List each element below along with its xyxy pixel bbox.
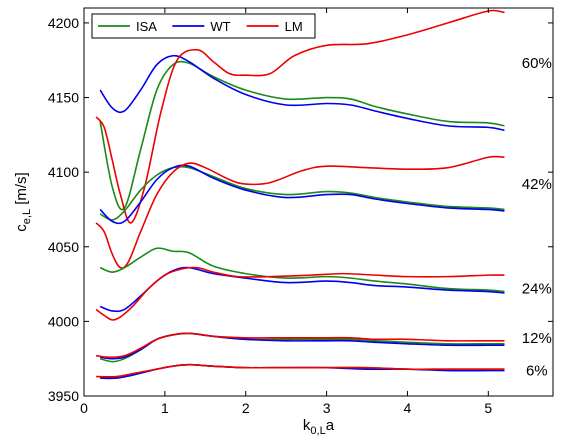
x-axis-label-base: k bbox=[303, 417, 311, 434]
y-axis-label-suffix: [m/s] bbox=[13, 172, 30, 209]
y-tick-label: 3950 bbox=[48, 388, 79, 404]
x-axis-label-suffix: a bbox=[326, 417, 335, 434]
x-tick-label: 4 bbox=[404, 400, 412, 416]
curve-group-24pct bbox=[95, 247, 505, 321]
x-tick-label: 5 bbox=[484, 400, 492, 416]
ticks-layer: 0 1 2 3 4 5 3950 4000 4050 4100 4150 4200 bbox=[48, 8, 553, 416]
x-tick-label: 1 bbox=[161, 400, 169, 416]
series-line-lm-24pct bbox=[95, 266, 505, 321]
percent-annotation: 12% bbox=[522, 330, 552, 347]
curve-group-60pct bbox=[95, 9, 505, 224]
series-line-wt-12pct bbox=[100, 332, 505, 360]
series-line-lm-60pct bbox=[95, 9, 505, 224]
x-axis-label-sub: 0,L bbox=[310, 425, 325, 436]
y-tick-label: 4200 bbox=[48, 15, 79, 31]
curve-group-12pct bbox=[96, 332, 505, 363]
y-axis-label-sub: e,L bbox=[21, 209, 33, 224]
legend-label-lm: LM bbox=[285, 19, 303, 34]
series-line-isa-24pct bbox=[99, 247, 505, 293]
series-line-wt-24pct bbox=[99, 266, 505, 313]
x-tick-label: 3 bbox=[323, 400, 331, 416]
percent-annotation: 60% bbox=[522, 55, 552, 72]
y-axis-label: ce,L [m/s] bbox=[13, 172, 33, 231]
curve-group-6pct bbox=[96, 363, 505, 380]
plot-frame bbox=[83, 7, 554, 397]
series-line-lm-6pct bbox=[96, 363, 505, 378]
percent-annotation: 42% bbox=[522, 176, 552, 193]
percent-annotation: 6% bbox=[526, 363, 548, 380]
annotation-layer: 60% 42% 24% 12% 6% bbox=[522, 55, 552, 379]
series-line-wt-60pct bbox=[99, 54, 505, 132]
series-line-isa-42pct bbox=[99, 165, 505, 221]
series-line-lm-12pct bbox=[96, 332, 505, 359]
y-tick-label: 4000 bbox=[48, 313, 79, 329]
y-tick-label: 4150 bbox=[48, 90, 79, 106]
series-line-lm-42pct bbox=[95, 155, 505, 269]
legend-label-wt: WT bbox=[210, 19, 230, 34]
y-tick-label: 4050 bbox=[48, 239, 79, 255]
legend: ISA WT LM bbox=[91, 13, 316, 39]
series-line-isa-60pct bbox=[99, 60, 505, 211]
y-tick-label: 4100 bbox=[48, 164, 79, 180]
x-tick-label: 0 bbox=[80, 400, 88, 416]
curve-group-42pct bbox=[95, 155, 505, 269]
legend-label-isa: ISA bbox=[136, 19, 157, 34]
x-tick-label: 2 bbox=[242, 400, 250, 416]
series-line-wt-42pct bbox=[99, 164, 505, 225]
series-layer bbox=[95, 9, 505, 380]
percent-annotation: 24% bbox=[522, 281, 552, 298]
y-axis-label-base: c bbox=[13, 224, 30, 232]
x-axis-label: k0,La bbox=[303, 417, 335, 436]
